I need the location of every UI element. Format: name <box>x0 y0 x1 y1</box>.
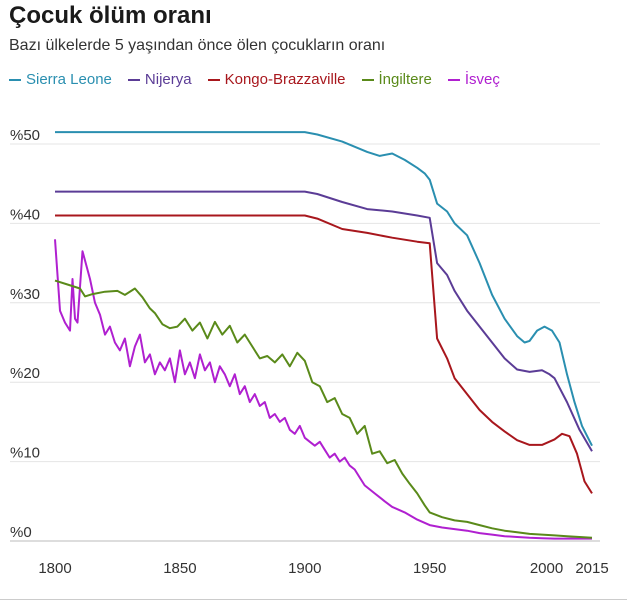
x-tick-label: 2000 <box>530 560 563 577</box>
y-tick-label: %0 <box>10 524 32 541</box>
y-tick-label: %40 <box>10 206 40 223</box>
y-tick-label: %10 <box>10 445 40 462</box>
x-axis-tick-labels: 1800 1850 1900 1950 2000 2015 <box>38 560 608 577</box>
legend-item-kongo-brazzaville: Kongo-Brazzaville <box>207 71 346 88</box>
y-tick-label: %20 <box>10 365 40 382</box>
y-axis-tick-labels: %0 %10 %20 %30 %40 %50 <box>10 127 40 541</box>
legend-label-ingiltere: İngiltere <box>378 71 432 88</box>
legend-label-isvec: İsveç <box>464 71 500 88</box>
x-tick-label: 1950 <box>413 560 446 577</box>
footer-divider <box>0 599 627 600</box>
legend-label-kongo-brazzaville: Kongo-Brazzaville <box>224 71 346 88</box>
legend-swatch-sierra-leone <box>9 78 21 81</box>
chart-subtitle: Bazı ülkelerde 5 yaşından önce ölen çocu… <box>9 37 386 54</box>
legend-label-sierra-leone: Sierra Leone <box>26 71 112 88</box>
line-chart: %0 %10 %20 %30 %40 %50 1800 1850 1900 1950 2000 20… <box>10 127 609 577</box>
series-line-nijerya <box>55 190 593 452</box>
series-line-i-sve- <box>54 239 592 540</box>
chart-legend: Sierra Leone Nijerya Kongo-Brazzaville İ… <box>9 71 516 88</box>
legend-item-ingiltere: İngiltere <box>361 71 432 88</box>
legend-swatch-ingiltere <box>361 78 374 81</box>
y-tick-label: %50 <box>10 127 40 144</box>
x-tick-label: 1900 <box>288 560 321 577</box>
legend-label-nijerya: Nijerya <box>144 71 192 88</box>
x-tick-label: 1850 <box>163 560 196 577</box>
series-line-kongo-brazzaville <box>55 214 593 494</box>
legend-swatch-kongo-brazzaville <box>207 78 220 81</box>
grid <box>10 143 600 542</box>
series-line-i-ngiltere <box>54 279 593 539</box>
series-lines <box>54 131 593 540</box>
legend-item-isvec: İsveç <box>447 71 500 88</box>
y-tick-label: %30 <box>10 286 40 303</box>
legend-swatch-nijerya <box>127 78 140 81</box>
legend-item-sierra-leone: Sierra Leone <box>9 71 112 88</box>
x-tick-label: 1800 <box>38 560 71 577</box>
legend-swatch-isvec <box>447 78 460 81</box>
legend-item-nijerya: Nijerya <box>127 71 192 88</box>
chart-title: Çocuk ölüm oranı <box>9 2 212 29</box>
series-line-sierra-leone <box>55 131 593 447</box>
x-tick-label: 2015 <box>575 560 608 577</box>
